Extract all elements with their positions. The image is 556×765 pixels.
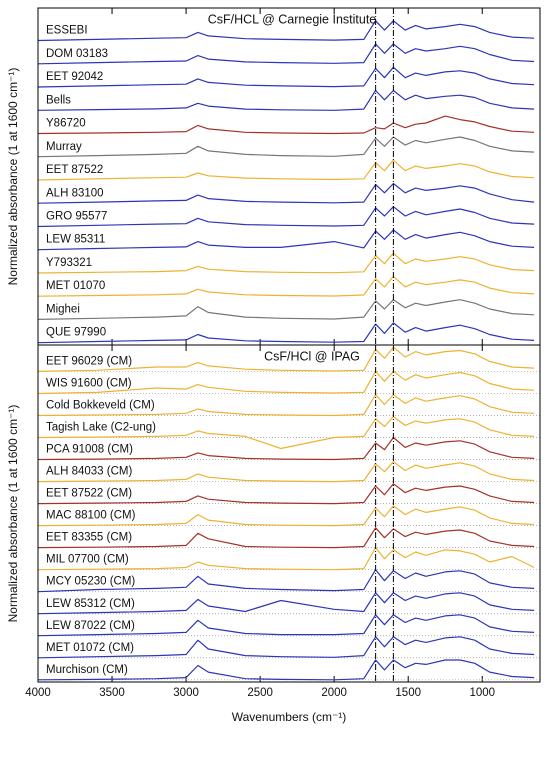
series-label: ALH 83100 bbox=[46, 187, 104, 199]
spectrum bbox=[37, 322, 535, 344]
y-axis-label: Normalized absorbance (1 at 1600 cm⁻¹) bbox=[6, 405, 20, 623]
spectrum bbox=[37, 659, 535, 681]
spectrum bbox=[37, 43, 535, 65]
spectrum bbox=[37, 89, 535, 111]
series-label: MET 01070 bbox=[46, 280, 105, 292]
spectrum bbox=[37, 20, 535, 42]
x-axis-label: Wavenumbers (cm⁻¹) bbox=[232, 710, 347, 724]
series-label: ALH 84033 (CM) bbox=[46, 466, 132, 478]
series-label: DOM 03183 bbox=[46, 48, 108, 60]
series-label: LEW 85312 (CM) bbox=[46, 598, 135, 610]
series-label: Y793321 bbox=[46, 257, 92, 269]
spectrum bbox=[37, 416, 535, 450]
y-axis-label: Normalized absorbance (1 at 1600 cm⁻¹) bbox=[6, 68, 20, 286]
series-label: PCA 91008 (CM) bbox=[46, 444, 133, 456]
series-label: Bells bbox=[46, 94, 71, 106]
series-label: Cold Bokkeveld (CM) bbox=[46, 400, 155, 412]
spectrum bbox=[37, 252, 535, 274]
series-label: ESSEBI bbox=[46, 25, 88, 37]
spectrum bbox=[37, 636, 535, 659]
series-label: LEW 85311 bbox=[46, 234, 105, 246]
series-label: MET 01072 (CM) bbox=[46, 642, 134, 654]
spectrum bbox=[37, 569, 535, 593]
series-label: EET 87522 bbox=[46, 164, 103, 176]
series-label: Murchison (CM) bbox=[46, 664, 128, 676]
series-label: Mighei bbox=[46, 303, 80, 315]
spectrum bbox=[37, 346, 535, 372]
spectrum bbox=[37, 461, 535, 483]
panel-title: CsF/HCL @ Carnegie Institute bbox=[208, 12, 377, 26]
series-label: EET 92042 bbox=[46, 71, 103, 83]
spectrum bbox=[37, 483, 535, 505]
spectrum bbox=[37, 66, 535, 88]
x-tick-label: 1000 bbox=[469, 687, 495, 699]
x-tick-label: 3000 bbox=[173, 687, 199, 699]
plot-frame bbox=[37, 7, 541, 346]
x-tick-label: 4000 bbox=[25, 687, 51, 699]
panel-title: CsF/HCl @ IPAG bbox=[264, 349, 360, 363]
series-label: Y86720 bbox=[46, 118, 86, 130]
x-tick-label: 1500 bbox=[395, 687, 421, 699]
spectrum bbox=[37, 182, 535, 204]
x-tick-label: 3500 bbox=[99, 687, 125, 699]
spectrum bbox=[37, 115, 535, 135]
spectrum bbox=[37, 299, 535, 320]
series-label: GRO 95577 bbox=[46, 211, 107, 223]
spectrum bbox=[37, 592, 535, 615]
series-label: Murray bbox=[46, 141, 82, 153]
spectrum bbox=[37, 547, 535, 571]
series-label: MCY 05230 (CM) bbox=[46, 576, 135, 588]
spectrum bbox=[37, 394, 535, 417]
spectrum bbox=[37, 505, 535, 527]
series-label: EET 83355 (CM) bbox=[46, 532, 132, 544]
spectrum bbox=[37, 614, 535, 637]
spectrum bbox=[37, 436, 535, 461]
spectrum bbox=[37, 527, 535, 549]
spectrum bbox=[37, 159, 535, 181]
x-tick-label: 2500 bbox=[247, 687, 273, 699]
series-label: EET 87522 (CM) bbox=[46, 488, 132, 500]
spectrum bbox=[37, 136, 535, 158]
series-label: WIS 91600 (CM) bbox=[46, 377, 132, 389]
plot-frame bbox=[37, 344, 541, 683]
spectrum bbox=[37, 275, 535, 297]
series-label: MIL 07700 (CM) bbox=[46, 554, 129, 566]
series-label: EET 96029 (CM) bbox=[46, 355, 132, 367]
spectrum bbox=[37, 206, 535, 228]
spectrum bbox=[37, 370, 535, 395]
series-label: MAC 88100 (CM) bbox=[46, 510, 136, 522]
x-tick-label: 2000 bbox=[321, 687, 347, 699]
series-label: Tagish Lake (C2-ung) bbox=[46, 422, 156, 434]
series-label: QUE 97990 bbox=[46, 327, 106, 339]
series-label: LEW 87022 (CM) bbox=[46, 620, 135, 632]
spectrum bbox=[37, 229, 535, 251]
